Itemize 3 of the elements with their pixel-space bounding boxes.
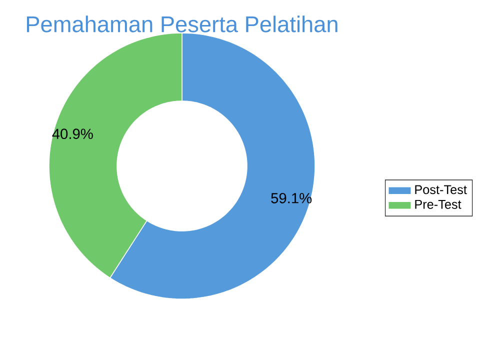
legend-label: Post-Test xyxy=(415,185,467,194)
legend-label: Pre-Test xyxy=(415,200,462,209)
chart-title: Pemahaman Peserta Pelatihan xyxy=(26,16,338,32)
